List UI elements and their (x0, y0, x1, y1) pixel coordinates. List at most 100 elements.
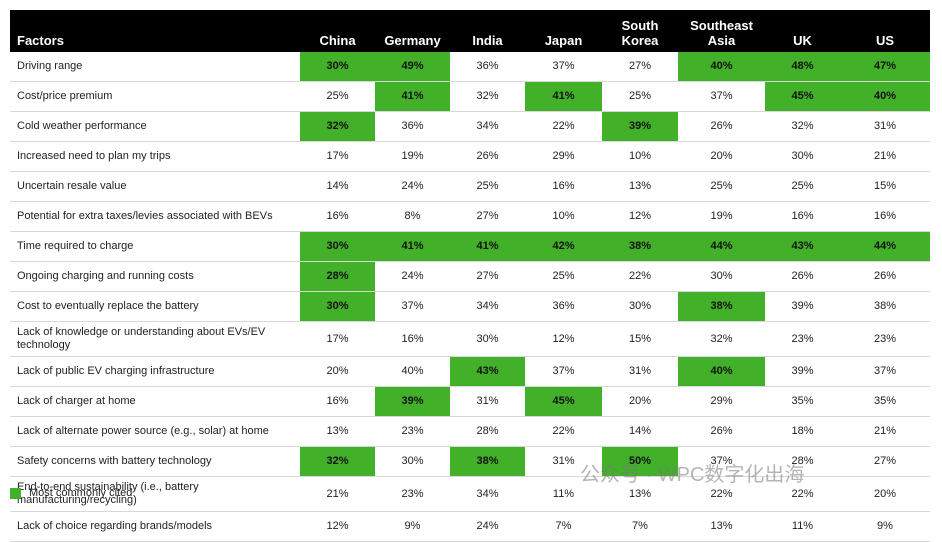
value-cell: 16% (525, 171, 602, 202)
table-row: Increased need to plan my trips 17% 19% 26%… (10, 141, 930, 172)
value-cell: 24% (375, 171, 450, 202)
value-cell: 37% (678, 446, 765, 477)
value-cell: 30% (678, 261, 765, 292)
factor-cell: Lack of knowledge or understanding about… (10, 321, 300, 357)
factor-cell: Safety concerns with battery technology (10, 446, 300, 477)
value-cell: 44% (678, 231, 765, 262)
value-cell: 16% (300, 201, 375, 232)
column-header: UK (765, 10, 840, 52)
value-cell: 25% (525, 261, 602, 292)
value-cell: 34% (450, 476, 525, 512)
value-cell: 22% (525, 111, 602, 142)
value-cell: 25% (450, 171, 525, 202)
value-cell: 32% (450, 81, 525, 112)
table-container: Factors China Germany India Japan South Korea… (10, 10, 930, 542)
value-cell: 20% (602, 386, 678, 417)
column-header: Factors (10, 10, 300, 52)
value-cell: 37% (525, 356, 602, 387)
value-cell: 27% (840, 446, 930, 477)
table-row: Cold weather performance 32% 36% 34% 22% 39% 2… (10, 111, 930, 142)
column-header: Germany (375, 10, 450, 52)
column-header: Japan (525, 10, 602, 52)
value-cell: 25% (300, 81, 375, 112)
value-cell: 45% (525, 386, 602, 417)
value-cell: 28% (300, 261, 375, 292)
value-cell: 31% (840, 111, 930, 142)
factor-cell: Lack of choice regarding brands/models (10, 511, 300, 542)
value-cell: 8% (375, 201, 450, 232)
value-cell: 32% (300, 111, 375, 142)
value-cell: 47% (840, 52, 930, 82)
value-cell: 20% (678, 141, 765, 172)
value-cell: 13% (678, 511, 765, 542)
value-cell: 12% (525, 321, 602, 357)
value-cell: 21% (300, 476, 375, 512)
value-cell: 7% (525, 511, 602, 542)
value-cell: 16% (300, 386, 375, 417)
factor-cell: Potential for extra taxes/levies associa… (10, 201, 300, 232)
value-cell: 31% (602, 356, 678, 387)
column-header: South Korea (602, 10, 678, 52)
table-row: Lack of alternate power source (e.g., so… (10, 416, 930, 447)
value-cell: 14% (300, 171, 375, 202)
value-cell: 19% (678, 201, 765, 232)
value-cell: 36% (375, 111, 450, 142)
factor-cell: Lack of public EV charging infrastructur… (10, 356, 300, 387)
factors-table: Factors China Germany India Japan South Korea… (10, 10, 930, 542)
factor-cell: Lack of charger at home (10, 386, 300, 417)
value-cell: 38% (840, 291, 930, 322)
value-cell: 30% (765, 141, 840, 172)
value-cell: 16% (765, 201, 840, 232)
value-cell: 30% (450, 321, 525, 357)
value-cell: 41% (450, 231, 525, 262)
value-cell: 25% (678, 171, 765, 202)
value-cell: 40% (678, 356, 765, 387)
value-cell: 37% (840, 356, 930, 387)
value-cell: 26% (450, 141, 525, 172)
value-cell: 32% (678, 321, 765, 357)
value-cell: 41% (375, 231, 450, 262)
value-cell: 44% (840, 231, 930, 262)
value-cell: 22% (602, 261, 678, 292)
value-cell: 37% (375, 291, 450, 322)
value-cell: 29% (525, 141, 602, 172)
value-cell: 29% (678, 386, 765, 417)
table-row: Safety concerns with battery technology 3… (10, 446, 930, 477)
value-cell: 32% (765, 111, 840, 142)
table-row: Driving range 30% 49% 36% 37% 27% 40% 48% 47% (10, 52, 930, 82)
value-cell: 10% (602, 141, 678, 172)
value-cell: 15% (840, 171, 930, 202)
value-cell: 19% (375, 141, 450, 172)
factor-cell: End-to-end sustainability (i.e., battery… (10, 476, 300, 512)
value-cell: 27% (602, 52, 678, 82)
value-cell: 24% (450, 511, 525, 542)
value-cell: 13% (300, 416, 375, 447)
table-body: Driving range 30% 49% 36% 37% 27% 40% 48% 47% Cos… (10, 52, 930, 542)
value-cell: 43% (450, 356, 525, 387)
value-cell: 12% (602, 201, 678, 232)
value-cell: 15% (602, 321, 678, 357)
value-cell: 26% (840, 261, 930, 292)
value-cell: 23% (375, 476, 450, 512)
value-cell: 49% (375, 52, 450, 82)
column-header: China (300, 10, 375, 52)
legend-swatch (10, 487, 21, 499)
value-cell: 40% (678, 52, 765, 82)
value-cell: 35% (840, 386, 930, 417)
column-header: US (840, 10, 930, 52)
value-cell: 42% (525, 231, 602, 262)
factor-cell: Increased need to plan my trips (10, 141, 300, 172)
value-cell: 35% (765, 386, 840, 417)
value-cell: 34% (450, 291, 525, 322)
legend-label: Most commonly cited (29, 487, 133, 499)
value-cell: 48% (765, 52, 840, 82)
factor-cell: Cost/price premium (10, 81, 300, 112)
value-cell: 21% (840, 416, 930, 447)
factor-cell: Time required to charge (10, 231, 300, 262)
value-cell: 27% (450, 261, 525, 292)
value-cell: 41% (525, 81, 602, 112)
value-cell: 38% (678, 291, 765, 322)
table-row: Time required to charge 30% 41% 41% 42% 38% 44… (10, 231, 930, 262)
value-cell: 13% (602, 476, 678, 512)
value-cell: 30% (602, 291, 678, 322)
